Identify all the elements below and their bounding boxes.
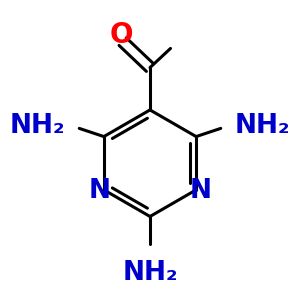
Text: NH₂: NH₂ — [234, 112, 290, 139]
Text: N: N — [189, 178, 211, 204]
Text: NH₂: NH₂ — [122, 260, 178, 286]
Text: NH₂: NH₂ — [10, 112, 66, 139]
Text: O: O — [110, 21, 133, 49]
Text: N: N — [89, 178, 111, 204]
